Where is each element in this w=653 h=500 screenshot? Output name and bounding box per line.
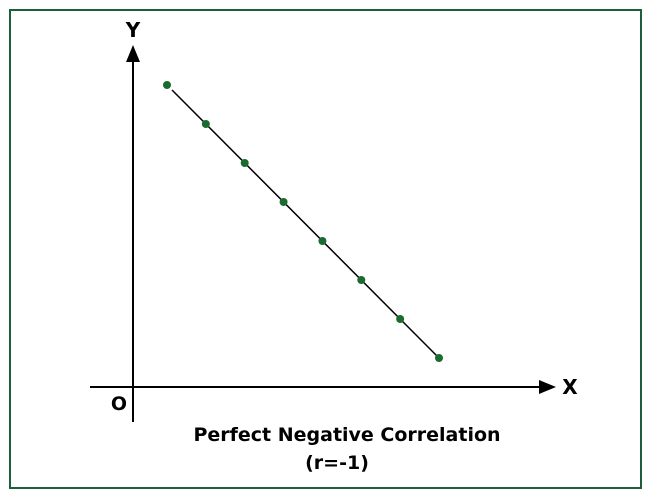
y-axis-arrow — [126, 45, 140, 62]
origin-label: O — [111, 393, 127, 415]
y-axis-label: Y — [125, 18, 141, 42]
data-point — [240, 159, 249, 167]
data-point — [201, 120, 210, 128]
trend-line — [171, 89, 440, 359]
data-point — [357, 276, 366, 284]
chart-title: Perfect Negative Correlation — [193, 424, 500, 446]
data-point — [279, 198, 288, 206]
chart-subtitle: (r=-1) — [305, 452, 369, 474]
chart-frame — [9, 9, 642, 489]
data-point — [435, 354, 443, 362]
x-axis-arrow — [539, 380, 556, 394]
x-axis-label: X — [562, 375, 578, 399]
data-point — [396, 315, 405, 323]
data-point — [318, 237, 327, 245]
data-point — [163, 81, 171, 89]
